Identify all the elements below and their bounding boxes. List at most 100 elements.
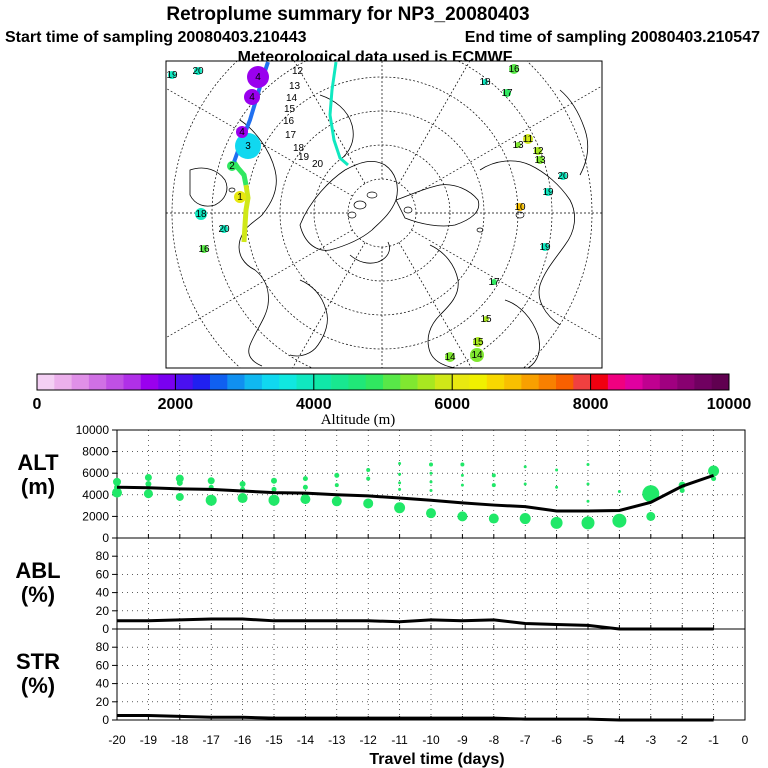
day-marker-circle	[445, 352, 455, 362]
day-marker-circle	[247, 66, 269, 88]
altitude-cluster-point	[145, 481, 152, 487]
altitude-cluster-point	[460, 483, 464, 487]
y-tick-label: 0	[102, 713, 109, 727]
colorbar-swatch	[625, 374, 643, 390]
coastline	[349, 241, 390, 264]
altitude-cluster-point	[239, 481, 246, 487]
day-marker-label: 19	[166, 70, 178, 81]
colorbar-swatch	[452, 374, 470, 390]
day-marker-label: 2	[229, 161, 235, 172]
series-line	[116, 473, 715, 513]
altitude-cluster-point	[519, 513, 531, 525]
colorbar-swatch	[642, 374, 661, 390]
day-marker-circle	[544, 188, 552, 196]
day-marker-label: 13	[534, 155, 546, 166]
colorbar-swatch	[521, 374, 539, 390]
panel-label-name: ABL	[15, 558, 60, 583]
altitude-cluster-point	[429, 488, 433, 492]
day-marker-label: 15	[472, 337, 484, 348]
day-marker-label: 20	[218, 224, 230, 235]
altitude-cluster-point	[363, 498, 374, 509]
altitude-cluster-point	[268, 494, 280, 506]
panel-label-unit: (m)	[21, 474, 55, 499]
colorbar-swatch	[106, 374, 124, 390]
colorbar-swatch	[88, 374, 107, 390]
day-marker-label: 10	[514, 202, 526, 213]
altitude-cluster-point	[112, 487, 122, 498]
altitude-cluster-point	[398, 481, 402, 485]
altitude-cluster-point	[398, 472, 402, 476]
trajectory-segment-low	[241, 184, 251, 243]
x-tick-label: -15	[265, 733, 283, 747]
trajectory-day-label: 20	[312, 159, 324, 170]
altitude-cluster-point	[366, 467, 371, 472]
y-tick-label: 0	[102, 531, 109, 545]
x-tick-label: 0	[742, 733, 749, 747]
day-marker-circle	[491, 279, 497, 285]
colorbar-swatch	[556, 374, 574, 390]
island	[353, 200, 367, 210]
colorbar-swatch	[227, 374, 245, 390]
panel-alt: 0 2000 4000 6000 8000 10000 ALT(m)	[17, 423, 746, 545]
altitude-cluster-point	[398, 461, 402, 465]
y-tick-label: 10000	[76, 423, 110, 437]
y-tick-label: 80	[96, 549, 110, 563]
x-tick-label: -19	[140, 733, 158, 747]
day-marker-label: 14	[471, 350, 483, 361]
day-marker-label: 3	[245, 141, 251, 152]
island	[347, 211, 357, 219]
altitude-cluster-point	[460, 473, 464, 477]
colorbar-tick-label: 0	[33, 396, 42, 413]
day-marker-label: 20	[192, 66, 204, 77]
day-marker-circle	[227, 161, 237, 171]
coastline	[289, 279, 328, 357]
day-marker-circle	[503, 89, 511, 97]
altitude-cluster-point	[642, 485, 660, 503]
map-coastlines	[189, 89, 589, 368]
panel-label-unit: (%)	[21, 582, 55, 607]
meridian-line	[411, 85, 602, 197]
end-time-label: End time of sampling 20080403.210547	[465, 29, 760, 46]
x-tick-label: -8	[488, 733, 499, 747]
colorbar-swatch	[210, 374, 228, 390]
altitude-cluster-point	[586, 482, 590, 486]
altitude-cluster-point	[398, 487, 402, 491]
trajectory-day-label: 18	[293, 143, 305, 154]
x-tick-label: -14	[297, 733, 315, 747]
x-tick-label: -18	[171, 733, 189, 747]
colorbar-swatch	[573, 374, 591, 390]
colorbar-swatch	[607, 374, 626, 390]
x-tick-label: -4	[614, 733, 625, 747]
colorbar-swatch	[434, 374, 453, 390]
day-marker-label: 19	[539, 242, 551, 253]
altitude-cluster-point	[460, 462, 465, 467]
x-tick-label: -11	[391, 733, 408, 747]
altitude-cluster-point	[300, 494, 311, 505]
day-marker-label: 12	[532, 146, 544, 157]
colorbar-swatch	[37, 374, 55, 390]
altitude-cluster-point	[581, 516, 595, 530]
altitude-cluster-point	[679, 487, 685, 493]
colorbar-swatch	[400, 374, 418, 390]
map-grid	[166, 61, 602, 368]
coastline	[189, 167, 228, 207]
colorbar-swatch	[417, 374, 436, 390]
island	[228, 187, 236, 193]
island	[476, 227, 484, 233]
y-tick-label: 60	[96, 658, 110, 672]
colorbar-swatch	[711, 374, 730, 390]
trajectory-day-label: 17	[285, 130, 297, 141]
day-marker-circle	[200, 245, 208, 253]
altitude-cluster-point	[550, 516, 563, 529]
x-tick-label: -20	[108, 733, 126, 747]
colorbar-label: Altitude (m)	[321, 412, 396, 428]
meridian-line	[398, 242, 472, 368]
altitude-cluster-point	[175, 492, 184, 501]
day-marker-label: 18	[195, 209, 207, 220]
day-marker-label: 4	[239, 127, 245, 138]
coastline	[427, 244, 459, 368]
colorbar-swatch	[504, 374, 522, 390]
day-marker-label: 13	[512, 140, 524, 151]
y-tick-label: 40	[96, 677, 110, 691]
trajectory-day-label: 19	[298, 152, 310, 163]
